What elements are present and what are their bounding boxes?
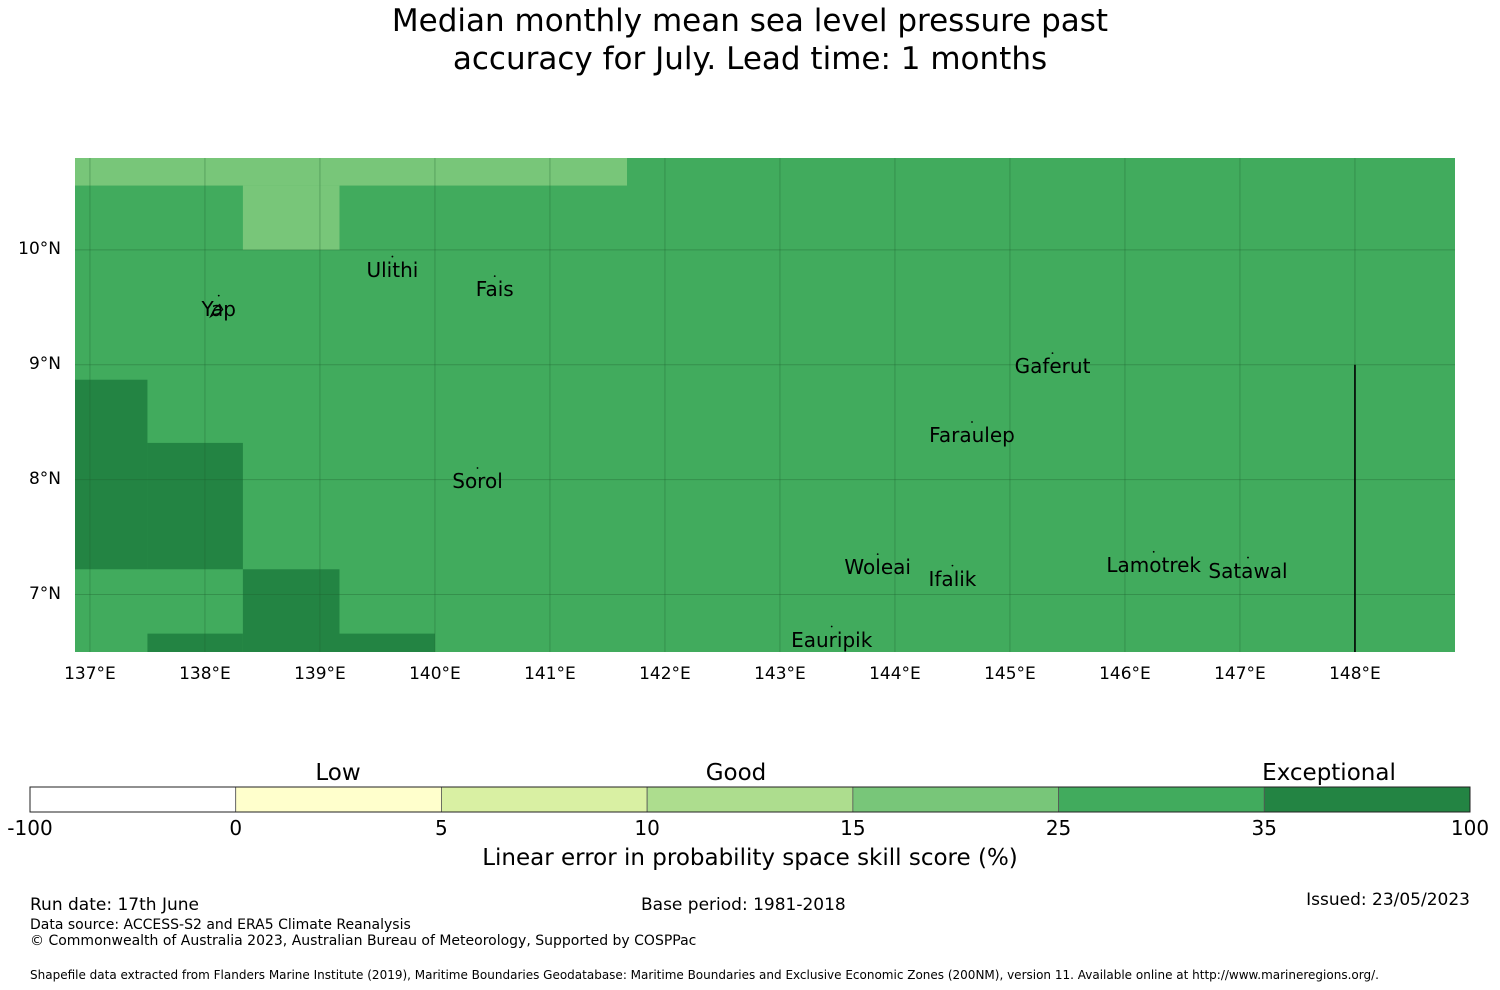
run-date: Run date: 17th June [30,895,199,915]
longitude-tick-label: 142°E [639,664,691,684]
island-dot [830,625,833,628]
island-dot [951,564,954,567]
colorbar-bin [1058,786,1265,813]
place-label: Eauripik [791,627,873,652]
chart-title: Median monthly mean sea level pressure p… [0,2,1500,78]
colorbar-tick-label: 25 [1045,816,1072,840]
latitude-tick-label: 9°N [28,353,61,374]
skill-cell [242,185,340,250]
place-label: Lamotrek [1106,552,1202,577]
island-dot [391,255,394,258]
island-dot [876,553,879,556]
colorbar-bin [646,786,854,813]
longitude-tick-label: 140°E [409,664,461,684]
longitude-tick-label: 146°E [1099,664,1151,684]
place-label: Yap [201,296,236,321]
longitude-tick-label: 143°E [754,664,806,684]
colorbar-tick-label: 15 [840,816,866,840]
latitude-tick-label: 7°N [28,583,61,604]
skill-cell [339,633,435,652]
colorbar-tick-label: -100 [7,816,53,840]
longitude-tick-label: 145°E [984,664,1036,684]
data-source: Data source: ACCESS-S2 and ERA5 Climate … [30,917,411,933]
latitude-tick-label: 8°N [28,468,61,489]
colorbar-tick-label: 100 [1450,816,1490,840]
longitude-tick-label: 139°E [294,664,346,684]
title-line-1: Median monthly mean sea level pressure p… [391,3,1109,39]
island-dot [1152,550,1155,553]
place-label: Ulithi [366,257,419,282]
island-dot [217,294,220,297]
longitude-tick-label: 138°E [179,664,231,684]
colorbar-bin [235,786,442,813]
colorbar-title: Linear error in probability space skill … [482,845,1018,871]
colorbar-bin [29,786,237,813]
colorbar-bin [852,786,1059,813]
place-label: Satawal [1208,558,1288,583]
island-dot [1051,352,1054,354]
latitude-tick-label: 10°N [18,238,61,259]
skill-cell [75,158,627,186]
shapefile-credit: Shapefile data extracted from Flanders M… [30,968,1379,982]
yap-island-outline [209,303,224,319]
place-label: Gaferut [1014,354,1091,379]
place-label: Ifalik [928,566,977,591]
colorbar-bin [1263,786,1471,813]
place-label: Faraulep [929,423,1015,448]
colorbar-tick-label: 5 [435,816,448,840]
colorbar-tick-label: 10 [634,816,660,840]
longitude-tick-label: 144°E [869,664,921,684]
category-good-label: Good [705,760,767,786]
longitude-tick-label: 148°E [1329,664,1381,684]
island-dot [493,275,496,278]
place-label: Woleai [844,555,911,580]
longitude-tick-label: 147°E [1214,664,1266,684]
island-dot [476,467,479,469]
colorbar-frame [29,786,1471,813]
skill-cell [75,379,148,570]
colorbar-tick-label: 35 [1251,816,1278,840]
longitude-tick-label: 137°E [64,664,116,684]
skill-cell [147,633,243,652]
longitude-tick-label: 141°E [524,664,576,684]
colorbar-bin [441,786,648,813]
title-line-2: accuracy for July. Lead time: 1 months [452,41,1048,77]
base-period: Base period: 1981-2018 [641,895,846,915]
island-dot [1247,556,1249,559]
copyright: © Commonwealth of Australia 2023, Austra… [30,933,697,949]
skill-cell [242,569,340,652]
category-low-label: Low [315,760,361,786]
skill-cell [147,442,243,570]
issued-date: Issued: 23/05/2023 [1306,890,1470,910]
category-exceptional-label: Exceptional [1262,760,1396,786]
place-label: Fais [475,277,514,302]
place-label: Sorol [452,468,503,493]
colorbar-tick-label: 0 [229,816,243,840]
island-dot [971,421,973,423]
